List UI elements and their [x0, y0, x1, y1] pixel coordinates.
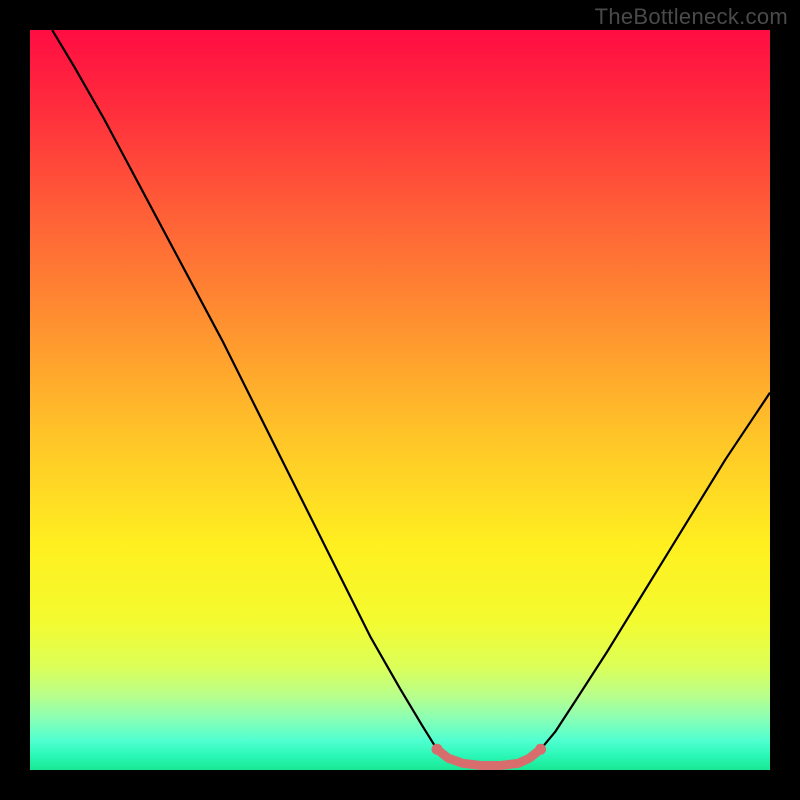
endpoint-dot [535, 744, 546, 755]
watermark-text: TheBottleneck.com [595, 4, 788, 30]
endpoint-dot [432, 744, 443, 755]
chart-background [30, 30, 770, 770]
bottleneck-curve-chart [30, 30, 770, 770]
chart-container [30, 30, 770, 770]
